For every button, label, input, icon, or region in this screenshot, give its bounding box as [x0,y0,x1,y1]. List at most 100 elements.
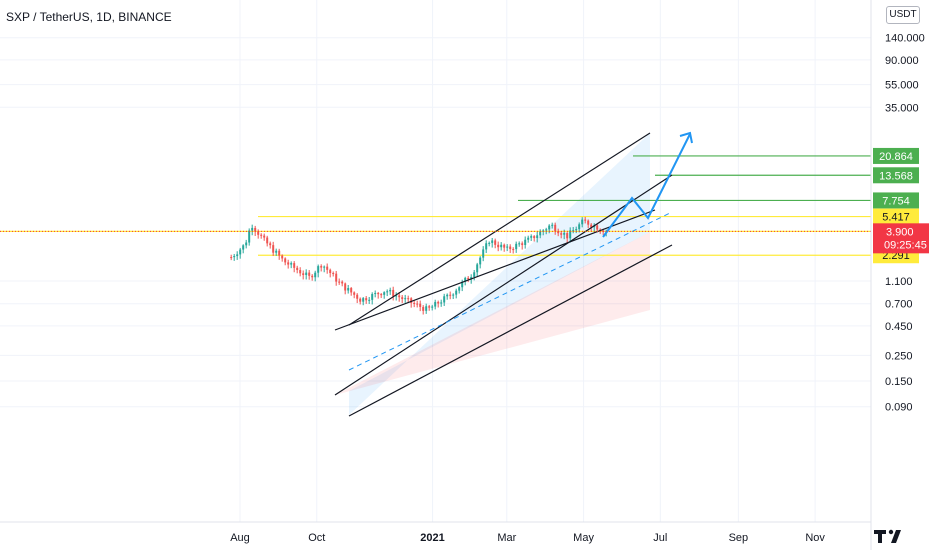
candle-body [377,293,380,295]
y-tick-label: 1.100 [885,276,913,288]
candle-body [467,277,470,280]
candle-body [581,219,584,225]
candle-body [323,266,326,268]
candle-body [494,240,497,245]
candle-body [488,242,491,244]
time-axis[interactable]: Aug Oct 2021 Mar May Jul Sep Nov [230,532,825,544]
candle-body [560,233,563,235]
candle-body [503,244,506,248]
candle-body [242,245,245,250]
candle-body [530,236,533,238]
projection-arrowhead [679,131,693,144]
candle-body [365,298,368,301]
candle-body [353,292,356,295]
candle-body [266,237,269,244]
candle-body [575,229,578,231]
candle-body [446,294,449,297]
price-tag-label: 5.417 [882,212,910,224]
candle-body [281,255,284,259]
candle-body [461,281,464,288]
candle-body [299,270,302,274]
candle-body [374,293,377,295]
candle-body [590,224,593,228]
candle-body [341,281,344,284]
y-tick-label: 90.000 [885,55,919,67]
candle-body [485,243,488,250]
price-tag-bg [873,192,919,209]
grid-lines [0,0,871,522]
candle-body [356,294,359,299]
candle-body [317,266,320,273]
channel-lines [334,132,673,417]
candle-body [338,281,341,283]
x-tick-label: 2021 [420,532,444,544]
candle-body [548,225,551,230]
candle-body [596,225,599,230]
projection-line [602,133,691,238]
candle-body [587,220,590,225]
candle-body [368,299,371,301]
candle-body [410,298,413,303]
candle-body [245,242,248,246]
candle-body [404,298,407,300]
candle-body [551,224,554,226]
channel-line-middle-lower [334,209,656,331]
candle-body [359,298,362,302]
channel-median-dashed [348,211,673,371]
x-tick-label: Sep [729,532,749,544]
price-axis[interactable]: 140.000 90.000 55.000 35.000 1.100 0.700 0.450… [885,33,925,414]
candle-body [293,263,296,268]
candle-body [329,269,332,274]
candle-body [389,289,392,292]
x-tick-label: May [573,532,594,544]
candle-body [350,288,353,293]
candle-body [251,227,254,231]
candle-body [554,224,557,232]
candle-body [425,306,428,311]
candle-body [380,294,383,296]
candle-body [260,234,263,236]
candle-body [479,257,482,265]
candle-body [386,291,389,293]
candle-body [320,266,323,268]
candle-body [434,301,437,307]
price-level-lines [0,155,871,256]
candlestick-series [230,216,608,315]
candle-body [455,290,458,295]
candle-body [395,295,398,297]
candle-body [539,231,542,236]
last-price-label: 3.900 [886,226,914,238]
candle-body [257,231,260,235]
candle-body [254,227,257,232]
tradingview-logo-icon[interactable] [872,527,912,545]
candle-body [236,254,239,257]
y-tick-label: 55.000 [885,80,919,92]
candle-body [578,224,581,230]
candle-body [428,306,431,308]
candle-body [419,303,422,307]
candle-body [500,244,503,248]
candle-body [470,277,473,280]
candle-body [239,249,242,255]
candle-body [248,230,251,243]
price-tag-bg [873,147,919,164]
chart-title: SXP / TetherUS, 1D, BINANCE [6,10,172,24]
candle-body [362,298,365,302]
y-tick-label: 140.000 [885,33,925,45]
candle-body [527,237,530,240]
candle-body [518,243,521,245]
candle-body [311,275,314,278]
candle-body [401,297,404,299]
channel-line-middle-upper [334,174,673,396]
price-tag-bg [873,167,919,184]
candle-body [335,273,338,282]
channel-line-lower [348,244,673,417]
unit-selector-button[interactable]: USDT [886,6,920,24]
candle-body [302,273,305,276]
candle-body [452,294,455,296]
candle-body [296,267,299,271]
price-tag-label: 7.754 [882,195,910,207]
candle-body [437,301,440,304]
y-tick-label: 35.000 [885,102,919,114]
